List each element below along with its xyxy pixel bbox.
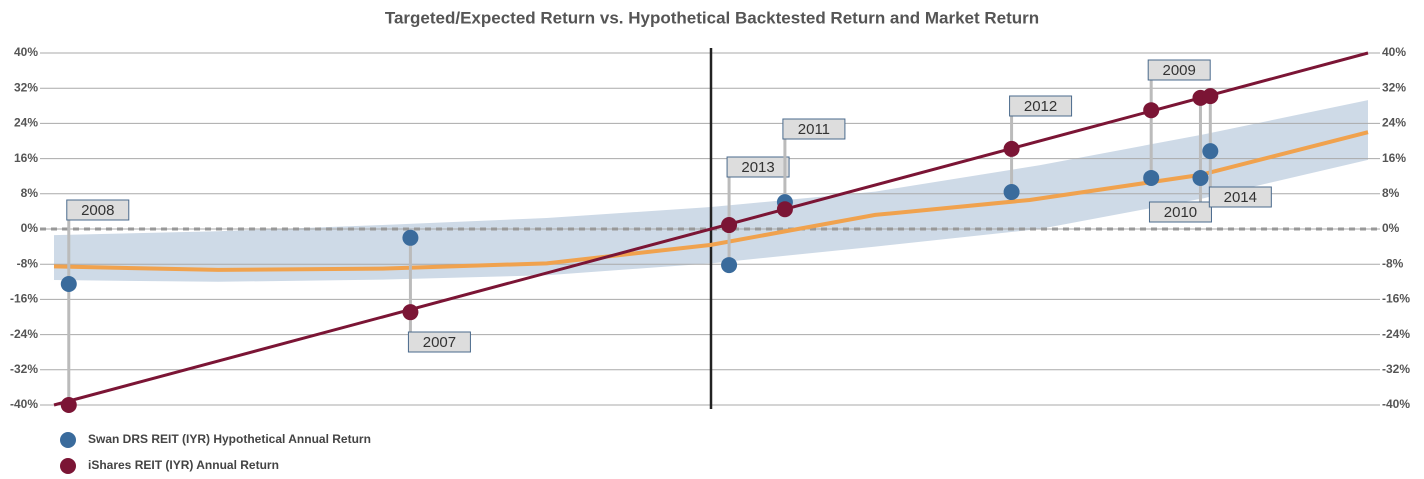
y-tick-label: -8%: [17, 256, 39, 270]
year-label-box: [1208, 186, 1272, 208]
y2-tick-label: -40%: [1382, 397, 1410, 411]
point: [60, 276, 77, 292]
y2-tick-label: 0%: [1382, 221, 1400, 235]
point: [402, 229, 419, 246]
legend-label: Swan DRS REIT (IYR) Hypothetical Annual …: [88, 432, 371, 446]
y2-tick-label: -8%: [1382, 256, 1404, 270]
y2-tick-label: -32%: [1382, 362, 1410, 376]
year-label: 2008: [81, 202, 114, 219]
year-label: 2011: [798, 121, 830, 138]
y-tick-label: -32%: [10, 362, 38, 376]
expected-curve: [53, 130, 1369, 272]
year-label-box: [1009, 95, 1073, 117]
y-tick-label: 16%: [14, 151, 38, 165]
y-tick-label: -24%: [10, 327, 38, 341]
point: [1202, 88, 1219, 105]
year-label: 2013: [741, 159, 774, 176]
year-label: 2014: [1224, 189, 1257, 206]
legend-marker: [60, 432, 76, 448]
year-label-box: [1148, 201, 1212, 223]
year-label-box: [407, 331, 471, 353]
point: [60, 397, 77, 413]
point: [1143, 169, 1160, 186]
confidence-band: [54, 100, 1368, 282]
y-tick-label: 8%: [21, 186, 39, 200]
legend-label: iShares REIT (IYR) Annual Return: [88, 458, 279, 472]
point: [1192, 169, 1209, 186]
year-label-box: [66, 199, 130, 221]
point: [1003, 140, 1020, 157]
chart-title: Targeted/Expected Return vs. Hypothetica…: [385, 8, 1039, 27]
y2-tick-label: 32%: [1382, 80, 1406, 94]
point: [402, 304, 419, 321]
year-label: 2009: [1163, 62, 1196, 79]
year-label: 2012: [1024, 98, 1057, 115]
year-label: 2007: [423, 334, 456, 351]
y-tick-label: 40%: [14, 45, 38, 59]
y-tick-label: 24%: [14, 116, 38, 130]
year-label: 2010: [1164, 204, 1197, 221]
y2-tick-label: 40%: [1382, 45, 1406, 59]
y2-tick-label: 8%: [1382, 186, 1400, 200]
y-tick-label: 32%: [14, 80, 38, 94]
y2-tick-label: 16%: [1382, 151, 1406, 165]
y2-tick-label: -24%: [1382, 327, 1410, 341]
y-tick-label: -16%: [10, 292, 38, 306]
y-tick-label: -40%: [10, 397, 38, 411]
year-label-box: [726, 156, 790, 178]
y2-tick-label: -16%: [1382, 292, 1410, 306]
point: [776, 201, 793, 218]
point: [1143, 102, 1160, 119]
point: [721, 257, 738, 274]
legend-marker: [60, 458, 76, 474]
year-label-box: [1147, 59, 1211, 81]
point: [1202, 143, 1219, 160]
y-tick-label: 0%: [21, 221, 39, 235]
point: [1003, 184, 1020, 201]
point: [721, 217, 738, 234]
year-label-box: [782, 118, 846, 140]
y2-tick-label: 24%: [1382, 116, 1406, 130]
